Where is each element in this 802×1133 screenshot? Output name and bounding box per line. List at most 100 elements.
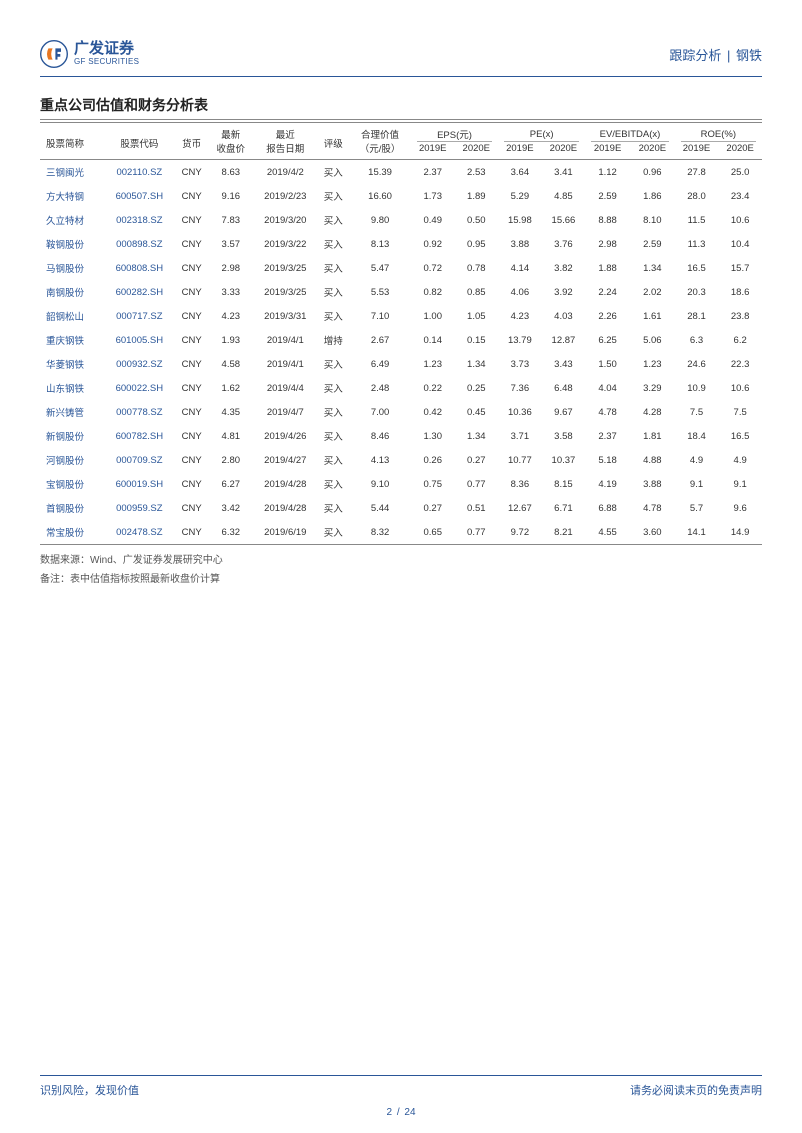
table-cell: 5.7 [675, 496, 719, 520]
page-total: 24 [404, 1107, 415, 1118]
table-cell: 6.27 [208, 472, 253, 496]
table-cell: 16.5 [718, 424, 762, 448]
table-cell: 3.60 [630, 520, 675, 545]
header-breadcrumb: 跟踪分析 | 钢铁 [669, 45, 762, 64]
table-cell: 002110.SZ [104, 160, 175, 185]
col-rating: 评级 [317, 123, 349, 160]
table-cell: 0.78 [455, 256, 499, 280]
table-cell: 5.29 [498, 184, 542, 208]
table-cell: 7.00 [349, 400, 411, 424]
table-cell: 20.3 [675, 280, 719, 304]
col-fair-value: 合理价值 [349, 123, 411, 142]
col-ev-2020e: 2020E [630, 141, 675, 160]
table-cell: 600282.SH [104, 280, 175, 304]
col-stock-code: 股票代码 [104, 123, 175, 160]
col-eps-2019e: 2019E [411, 141, 455, 160]
table-cell: 0.42 [411, 400, 455, 424]
table-cell: 8.36 [498, 472, 542, 496]
table-cell: 5.44 [349, 496, 411, 520]
table-cell: 增持 [317, 328, 349, 352]
table-cell: 000709.SZ [104, 448, 175, 472]
table-cell: 马钢股份 [40, 256, 104, 280]
table-cell: 0.22 [411, 376, 455, 400]
table-cell: 买入 [317, 496, 349, 520]
table-cell: 2.98 [585, 232, 630, 256]
table-cell: 1.23 [411, 352, 455, 376]
table-cell: 2.48 [349, 376, 411, 400]
table-cell: 6.25 [585, 328, 630, 352]
table-cell: 600022.SH [104, 376, 175, 400]
table-cell: 三钢闽光 [40, 160, 104, 185]
col-ev-2019e: 2019E [585, 141, 630, 160]
table-cell: 3.57 [208, 232, 253, 256]
table-cell: 10.36 [498, 400, 542, 424]
table-cell: 华菱钢铁 [40, 352, 104, 376]
table-cell: 0.14 [411, 328, 455, 352]
table-cell: 2019/4/4 [253, 376, 317, 400]
table-cell: 2.98 [208, 256, 253, 280]
table-cell: 14.9 [718, 520, 762, 545]
table-cell: 2.67 [349, 328, 411, 352]
table-cell: 3.33 [208, 280, 253, 304]
table-cell: 常宝股份 [40, 520, 104, 545]
table-cell: 1.88 [585, 256, 630, 280]
table-cell: 2.26 [585, 304, 630, 328]
table-cell: 23.8 [718, 304, 762, 328]
table-cell: 4.78 [630, 496, 675, 520]
table-cell: 10.6 [718, 376, 762, 400]
table-cell: 002318.SZ [104, 208, 175, 232]
table-cell: 5.53 [349, 280, 411, 304]
table-cell: 5.18 [585, 448, 630, 472]
breadcrumb-industry: 钢铁 [736, 48, 762, 63]
table-cell: 3.64 [498, 160, 542, 185]
table-cell: 0.65 [411, 520, 455, 545]
table-header-row-1: 股票简称 股票代码 货币 最新 最近 评级 合理价值 EPS(元) PE(x) … [40, 123, 762, 142]
table-cell: 2019/4/28 [253, 472, 317, 496]
col-report-date: 报告日期 [253, 141, 317, 160]
table-cell: 0.45 [455, 400, 499, 424]
table-cell: 23.4 [718, 184, 762, 208]
table-row: 新钢股份600782.SHCNY4.812019/4/26买入8.461.301… [40, 424, 762, 448]
table-cell: CNY [175, 520, 208, 545]
page-number: 2 / 24 [0, 1107, 802, 1118]
table-cell: 15.7 [718, 256, 762, 280]
table-cell: 0.26 [411, 448, 455, 472]
table-row: 常宝股份002478.SZCNY6.322019/6/19买入8.320.650… [40, 520, 762, 545]
table-cell: 0.96 [630, 160, 675, 185]
table-cell: 8.88 [585, 208, 630, 232]
table-row: 河钢股份000709.SZCNY2.802019/4/27买入4.130.260… [40, 448, 762, 472]
table-cell: 1.00 [411, 304, 455, 328]
table-cell: 山东钢铁 [40, 376, 104, 400]
table-cell: 2.02 [630, 280, 675, 304]
table-cell: 4.19 [585, 472, 630, 496]
table-cell: 0.92 [411, 232, 455, 256]
table-cell: CNY [175, 424, 208, 448]
table-cell: 10.9 [675, 376, 719, 400]
table-row: 宝钢股份600019.SHCNY6.272019/4/28买入9.100.750… [40, 472, 762, 496]
table-cell: 2019/4/1 [253, 352, 317, 376]
logo: 广发证券 GF SECURITIES [40, 40, 139, 68]
table-cell: 3.73 [498, 352, 542, 376]
col-fair-value-unit: （元/股） [349, 141, 411, 160]
table-cell: CNY [175, 232, 208, 256]
table-cell: 9.6 [718, 496, 762, 520]
table-cell: 1.73 [411, 184, 455, 208]
table-cell: 12.67 [498, 496, 542, 520]
table-cell: 6.49 [349, 352, 411, 376]
table-cell: 9.72 [498, 520, 542, 545]
table-cell: 3.88 [630, 472, 675, 496]
table-cell: 8.63 [208, 160, 253, 185]
table-cell: 0.75 [411, 472, 455, 496]
col-roe-2019e: 2019E [675, 141, 719, 160]
table-cell: 0.85 [455, 280, 499, 304]
table-cell: 3.82 [542, 256, 586, 280]
table-row: 首钢股份000959.SZCNY3.422019/4/28买入5.440.270… [40, 496, 762, 520]
table-cell: 2.53 [455, 160, 499, 185]
table-cell: 000898.SZ [104, 232, 175, 256]
table-cell: 1.89 [455, 184, 499, 208]
table-cell: 3.71 [498, 424, 542, 448]
table-cell: 宝钢股份 [40, 472, 104, 496]
table-cell: 1.81 [630, 424, 675, 448]
table-cell: 1.34 [455, 352, 499, 376]
table-cell: CNY [175, 208, 208, 232]
